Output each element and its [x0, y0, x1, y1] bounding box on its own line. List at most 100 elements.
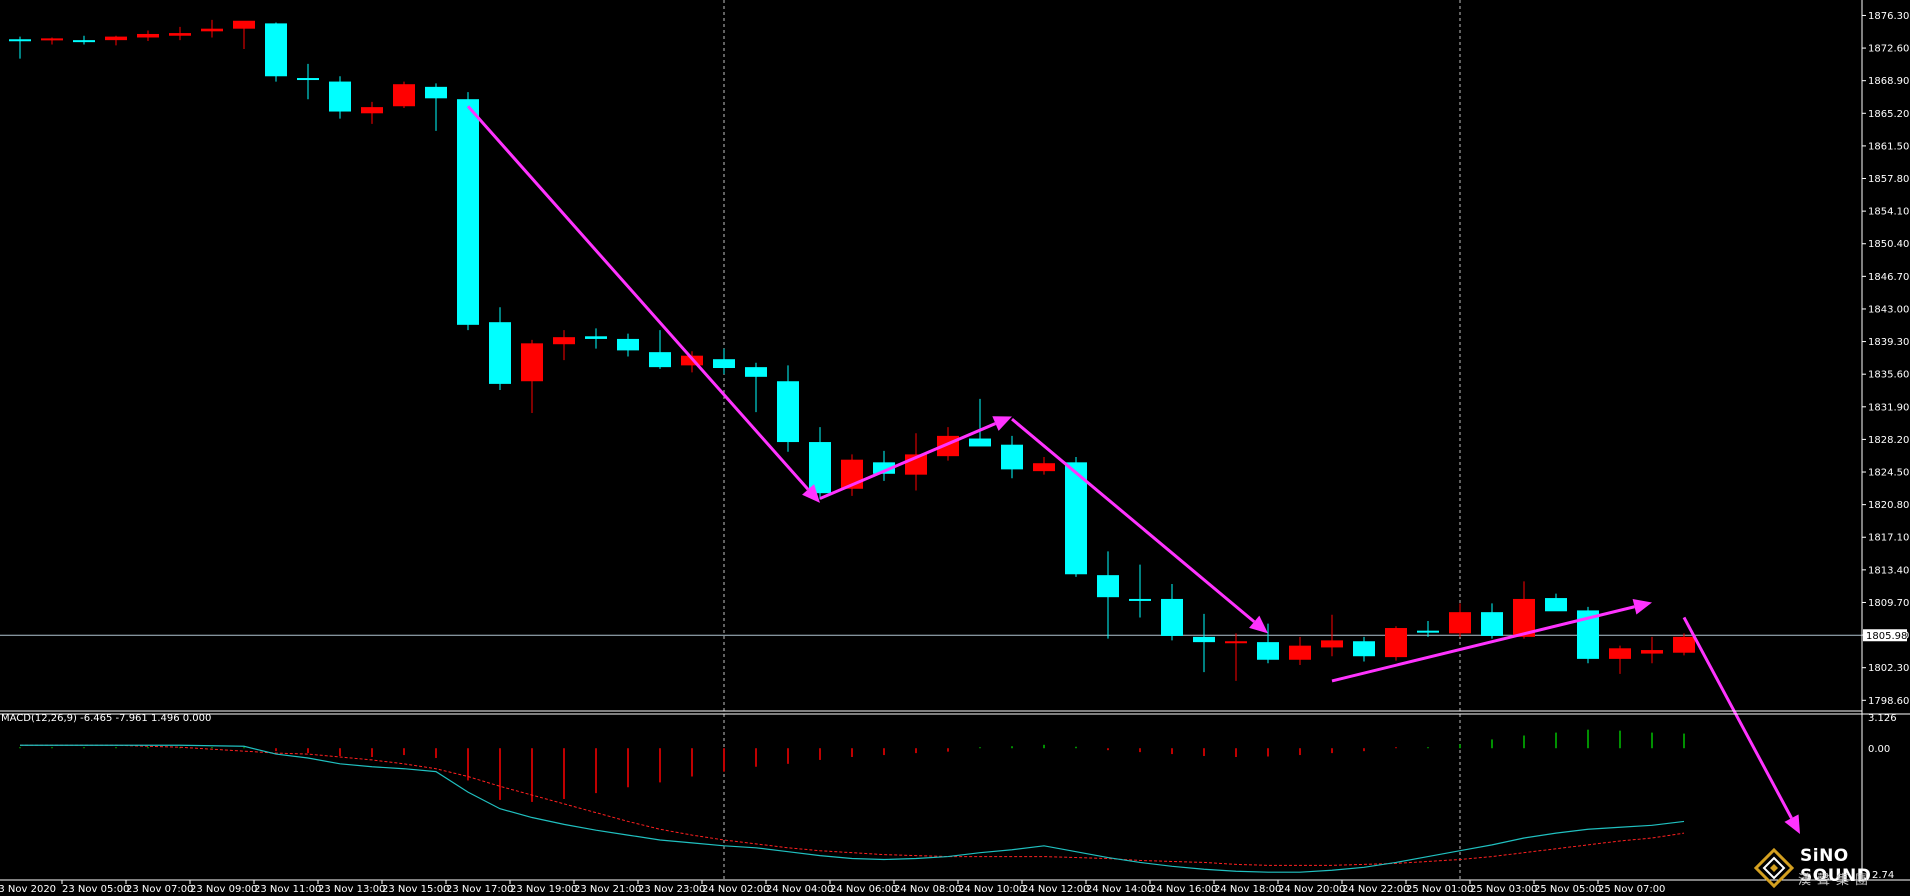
candle-body [1513, 598, 1535, 637]
candle [809, 427, 831, 500]
time-tick-label: 23 Nov 17:00 [446, 884, 513, 895]
price-tick-label: 1839.30 [1868, 337, 1909, 348]
candle [1673, 633, 1695, 656]
time-tick-label: 24 Nov 08:00 [894, 884, 961, 895]
current-price-badge: 1805.98 [1863, 629, 1907, 642]
candle-body [585, 336, 607, 339]
time-tick-label: 24 Nov 16:00 [1150, 884, 1217, 895]
time-tick-label: 24 Nov 14:00 [1086, 884, 1153, 895]
candle-body [1417, 630, 1439, 633]
candle [265, 22, 287, 82]
trend-arrow [466, 105, 820, 503]
candle [297, 63, 319, 100]
candle [457, 92, 479, 331]
trend-arrow [1331, 598, 1652, 683]
candle [617, 333, 639, 357]
time-tick-label: 23 Nov 13:00 [318, 884, 385, 895]
candle [1417, 620, 1439, 637]
time-tick-label: 23 Nov 07:00 [126, 884, 193, 895]
current-price-badge-bg [1863, 629, 1907, 642]
candle-body [873, 462, 895, 474]
candle [169, 26, 191, 41]
price-tick-label: 1861.50 [1868, 141, 1909, 152]
candle [1481, 603, 1503, 639]
candle [1193, 613, 1215, 673]
price-tick-label: 1868.90 [1868, 76, 1909, 87]
candle-body [1385, 628, 1407, 658]
candle-body [969, 438, 991, 447]
trend-arrow [1011, 417, 1268, 634]
candle [713, 348, 735, 375]
candle [969, 398, 991, 447]
price-tick-label: 1843.00 [1868, 304, 1909, 315]
time-tick-label: 23 Nov 21:00 [574, 884, 641, 895]
candle [201, 19, 223, 38]
time-tick-label: 23 Nov 19:00 [510, 884, 577, 895]
candle [1545, 593, 1567, 612]
candle [649, 330, 671, 369]
candle [1289, 636, 1311, 666]
time-tick-label: 23 Nov 11:00 [254, 884, 321, 895]
trend-arrow-shaft [1331, 605, 1635, 683]
macd-axis-bottom: 2.74 [1872, 870, 1894, 881]
trend-arrow-shaft [1011, 417, 1256, 623]
candle-body [1257, 642, 1279, 660]
candle-body [265, 23, 287, 77]
candle-body [169, 33, 191, 36]
time-tick-label: 24 Nov 20:00 [1278, 884, 1345, 895]
candle [1033, 457, 1055, 475]
logo-sub-text: 漢聲集團 [1798, 873, 1875, 888]
candle-body [297, 78, 319, 81]
candle-body [809, 442, 831, 494]
price-tick-label: 1824.50 [1868, 468, 1909, 479]
candle-body [1097, 575, 1119, 598]
time-tick-label: 24 Nov 22:00 [1342, 884, 1409, 895]
candle [73, 35, 95, 45]
candle-body [521, 343, 543, 382]
candle-body [137, 33, 159, 38]
macd-axis-top: 3.126 [1868, 713, 1897, 724]
candle-body [1449, 612, 1471, 634]
time-tick-label: 23 Nov 15:00 [382, 884, 449, 895]
candle-body [1321, 640, 1343, 648]
candle-body [457, 99, 479, 325]
candle-body [1289, 645, 1311, 660]
trend-arrows [466, 105, 1800, 834]
trend-arrow-head [1249, 615, 1268, 634]
candle-body [73, 40, 95, 43]
time-tick-label: 24 Nov 12:00 [1022, 884, 1089, 895]
price-tick-label: 1802.30 [1868, 663, 1909, 674]
candle-body [553, 337, 575, 345]
candle [1609, 645, 1631, 674]
price-tick-label: 1865.20 [1868, 109, 1909, 120]
trend-arrow-shaft [1682, 616, 1793, 819]
candle [1641, 636, 1663, 664]
price-tick-label: 1831.90 [1868, 402, 1909, 413]
trend-arrow-head [1784, 814, 1800, 834]
candle-body [1225, 641, 1247, 644]
time-tick-label: 23 Nov 05:00 [62, 884, 129, 895]
candle [745, 362, 767, 413]
candle [361, 101, 383, 124]
candle-body [9, 39, 31, 42]
candle-body [1353, 641, 1375, 657]
candle-body [1577, 610, 1599, 659]
candle [1001, 435, 1023, 479]
candle [553, 330, 575, 361]
candle [233, 20, 255, 49]
time-tick-label: 24 Nov 06:00 [830, 884, 897, 895]
candle-body [1065, 462, 1087, 575]
candle [1577, 606, 1599, 664]
candle-body [329, 81, 351, 112]
time-tick-label: 25 Nov 07:00 [1598, 884, 1665, 895]
candle-body [1673, 636, 1695, 653]
price-tick-label: 1798.60 [1868, 696, 1909, 707]
candle-body [1161, 598, 1183, 636]
trend-arrow-shaft [466, 105, 810, 491]
candle [1449, 603, 1471, 637]
candle-body [1033, 463, 1055, 472]
candle [329, 76, 351, 119]
candle-body [1641, 650, 1663, 654]
